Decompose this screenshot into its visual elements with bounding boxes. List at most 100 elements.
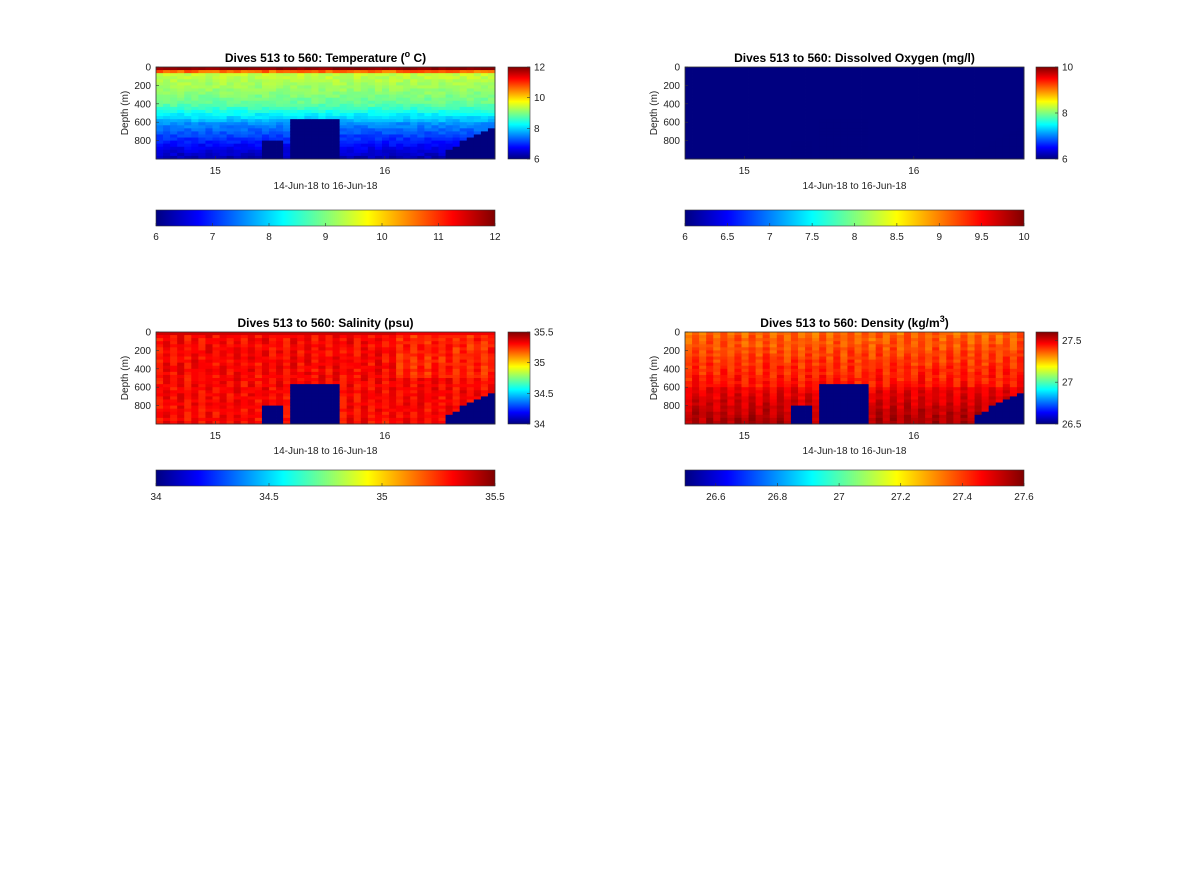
heatmap-cell	[699, 76, 707, 80]
heatmap-cell	[734, 85, 742, 89]
heatmap-cell	[382, 155, 390, 160]
heatmap-cell	[741, 356, 749, 360]
heatmap-cell	[339, 408, 348, 413]
heatmap-cell	[840, 125, 848, 129]
heatmap-cell	[720, 67, 728, 71]
heatmap-cell	[311, 374, 319, 379]
heatmap-cell	[762, 390, 771, 394]
heatmap-cell	[776, 344, 785, 348]
heatmap-cell	[290, 381, 298, 385]
heatmap-cell	[918, 88, 926, 92]
heatmap-cell	[254, 356, 263, 360]
heatmap-cell	[191, 79, 199, 83]
heatmap-cell	[360, 85, 369, 89]
heatmap-cell	[727, 393, 735, 397]
heatmap-cell	[311, 396, 319, 400]
heatmap-cell	[445, 332, 454, 336]
heatmap-cell	[473, 338, 482, 342]
heatmap-cell	[925, 106, 933, 111]
heatmap-cell	[473, 374, 482, 379]
heatmap-cell	[438, 146, 446, 151]
heatmap-cell	[389, 109, 397, 114]
heatmap-cell	[290, 353, 298, 357]
heatmap-cell	[226, 109, 235, 114]
heatmap-cell	[762, 353, 771, 357]
heatmap-cell	[360, 335, 369, 339]
heatmap-cell	[967, 85, 975, 89]
heatmap-cell	[452, 368, 461, 373]
heatmap-cell	[156, 94, 164, 99]
heatmap-cell	[191, 344, 199, 348]
heatmap-cell	[424, 103, 432, 108]
heatmap-cell	[396, 137, 404, 141]
heatmap-cell	[403, 420, 411, 425]
heatmap-cell	[374, 384, 383, 388]
heatmap-cell	[212, 76, 220, 80]
heatmap-cell	[1009, 97, 1018, 102]
heatmap-cell	[177, 94, 185, 99]
heatmap-cell	[170, 393, 178, 397]
heatmap-cell	[896, 128, 905, 132]
heatmap-cell	[226, 350, 235, 354]
heatmap-cell	[685, 384, 693, 388]
heatmap-cell	[720, 405, 728, 410]
heatmap-cell	[261, 100, 270, 105]
heatmap-cell	[367, 408, 376, 413]
heatmap-cell	[170, 359, 178, 364]
heatmap-cell	[734, 119, 742, 123]
heatmap-cell	[473, 344, 482, 348]
heatmap-cell	[720, 396, 728, 400]
heatmap-cell	[445, 374, 454, 379]
heatmap-cell	[304, 341, 312, 345]
heatmap-cell	[882, 109, 891, 114]
heatmap-cell	[198, 119, 206, 123]
heatmap-cell	[790, 356, 799, 360]
heatmap-cell	[304, 70, 312, 74]
heatmap-cell	[918, 100, 926, 105]
heatmap-cell	[261, 350, 270, 354]
heatmap-cell	[692, 387, 700, 391]
heatmap-cell	[247, 420, 256, 425]
heatmap-cell	[734, 353, 742, 357]
heatmap-cell	[374, 128, 383, 132]
heatmap-cell	[382, 85, 390, 89]
heatmap-cell	[396, 146, 404, 151]
heatmap-cell	[382, 152, 390, 157]
heatmap-cell	[466, 420, 475, 425]
heatmap-cell	[332, 356, 341, 360]
heatmap-cell	[374, 365, 383, 370]
heatmap-cell	[699, 97, 707, 102]
heatmap-cell	[487, 381, 496, 385]
heatmap-cell	[431, 393, 439, 397]
heatmap-cell	[163, 374, 171, 379]
heatmap-cell	[480, 371, 489, 376]
heatmap-cell	[163, 155, 171, 160]
heatmap-cell	[325, 128, 333, 132]
heatmap-cell	[276, 332, 284, 336]
heatmap-cell	[445, 405, 454, 410]
heatmap-cell	[445, 414, 454, 419]
heatmap-cell	[868, 137, 877, 141]
heatmap-cell	[374, 79, 383, 83]
heatmap-cell	[466, 368, 475, 373]
heatmap-cell	[283, 411, 291, 416]
heatmap-cell	[290, 338, 298, 342]
heatmap-cell	[353, 393, 362, 397]
heatmap-cell	[269, 134, 277, 138]
bottom-colorbar-tick-label: 7.5	[805, 232, 819, 243]
heatmap-cell	[424, 356, 432, 360]
heatmap-cell	[903, 131, 912, 135]
heatmap-cell	[177, 381, 185, 385]
heatmap-cell	[205, 417, 213, 422]
heatmap-cell	[233, 356, 242, 360]
heatmap-cell	[748, 82, 757, 86]
heatmap-cell	[254, 359, 263, 364]
heatmap-cell	[177, 85, 185, 89]
heatmap-cell	[205, 70, 213, 74]
heatmap-cell	[734, 368, 742, 373]
heatmap-cell	[311, 134, 319, 138]
heatmap-cell	[833, 134, 841, 138]
heatmap-cell	[466, 137, 475, 141]
heatmap-cell	[762, 396, 771, 400]
heatmap-cell	[346, 119, 355, 123]
